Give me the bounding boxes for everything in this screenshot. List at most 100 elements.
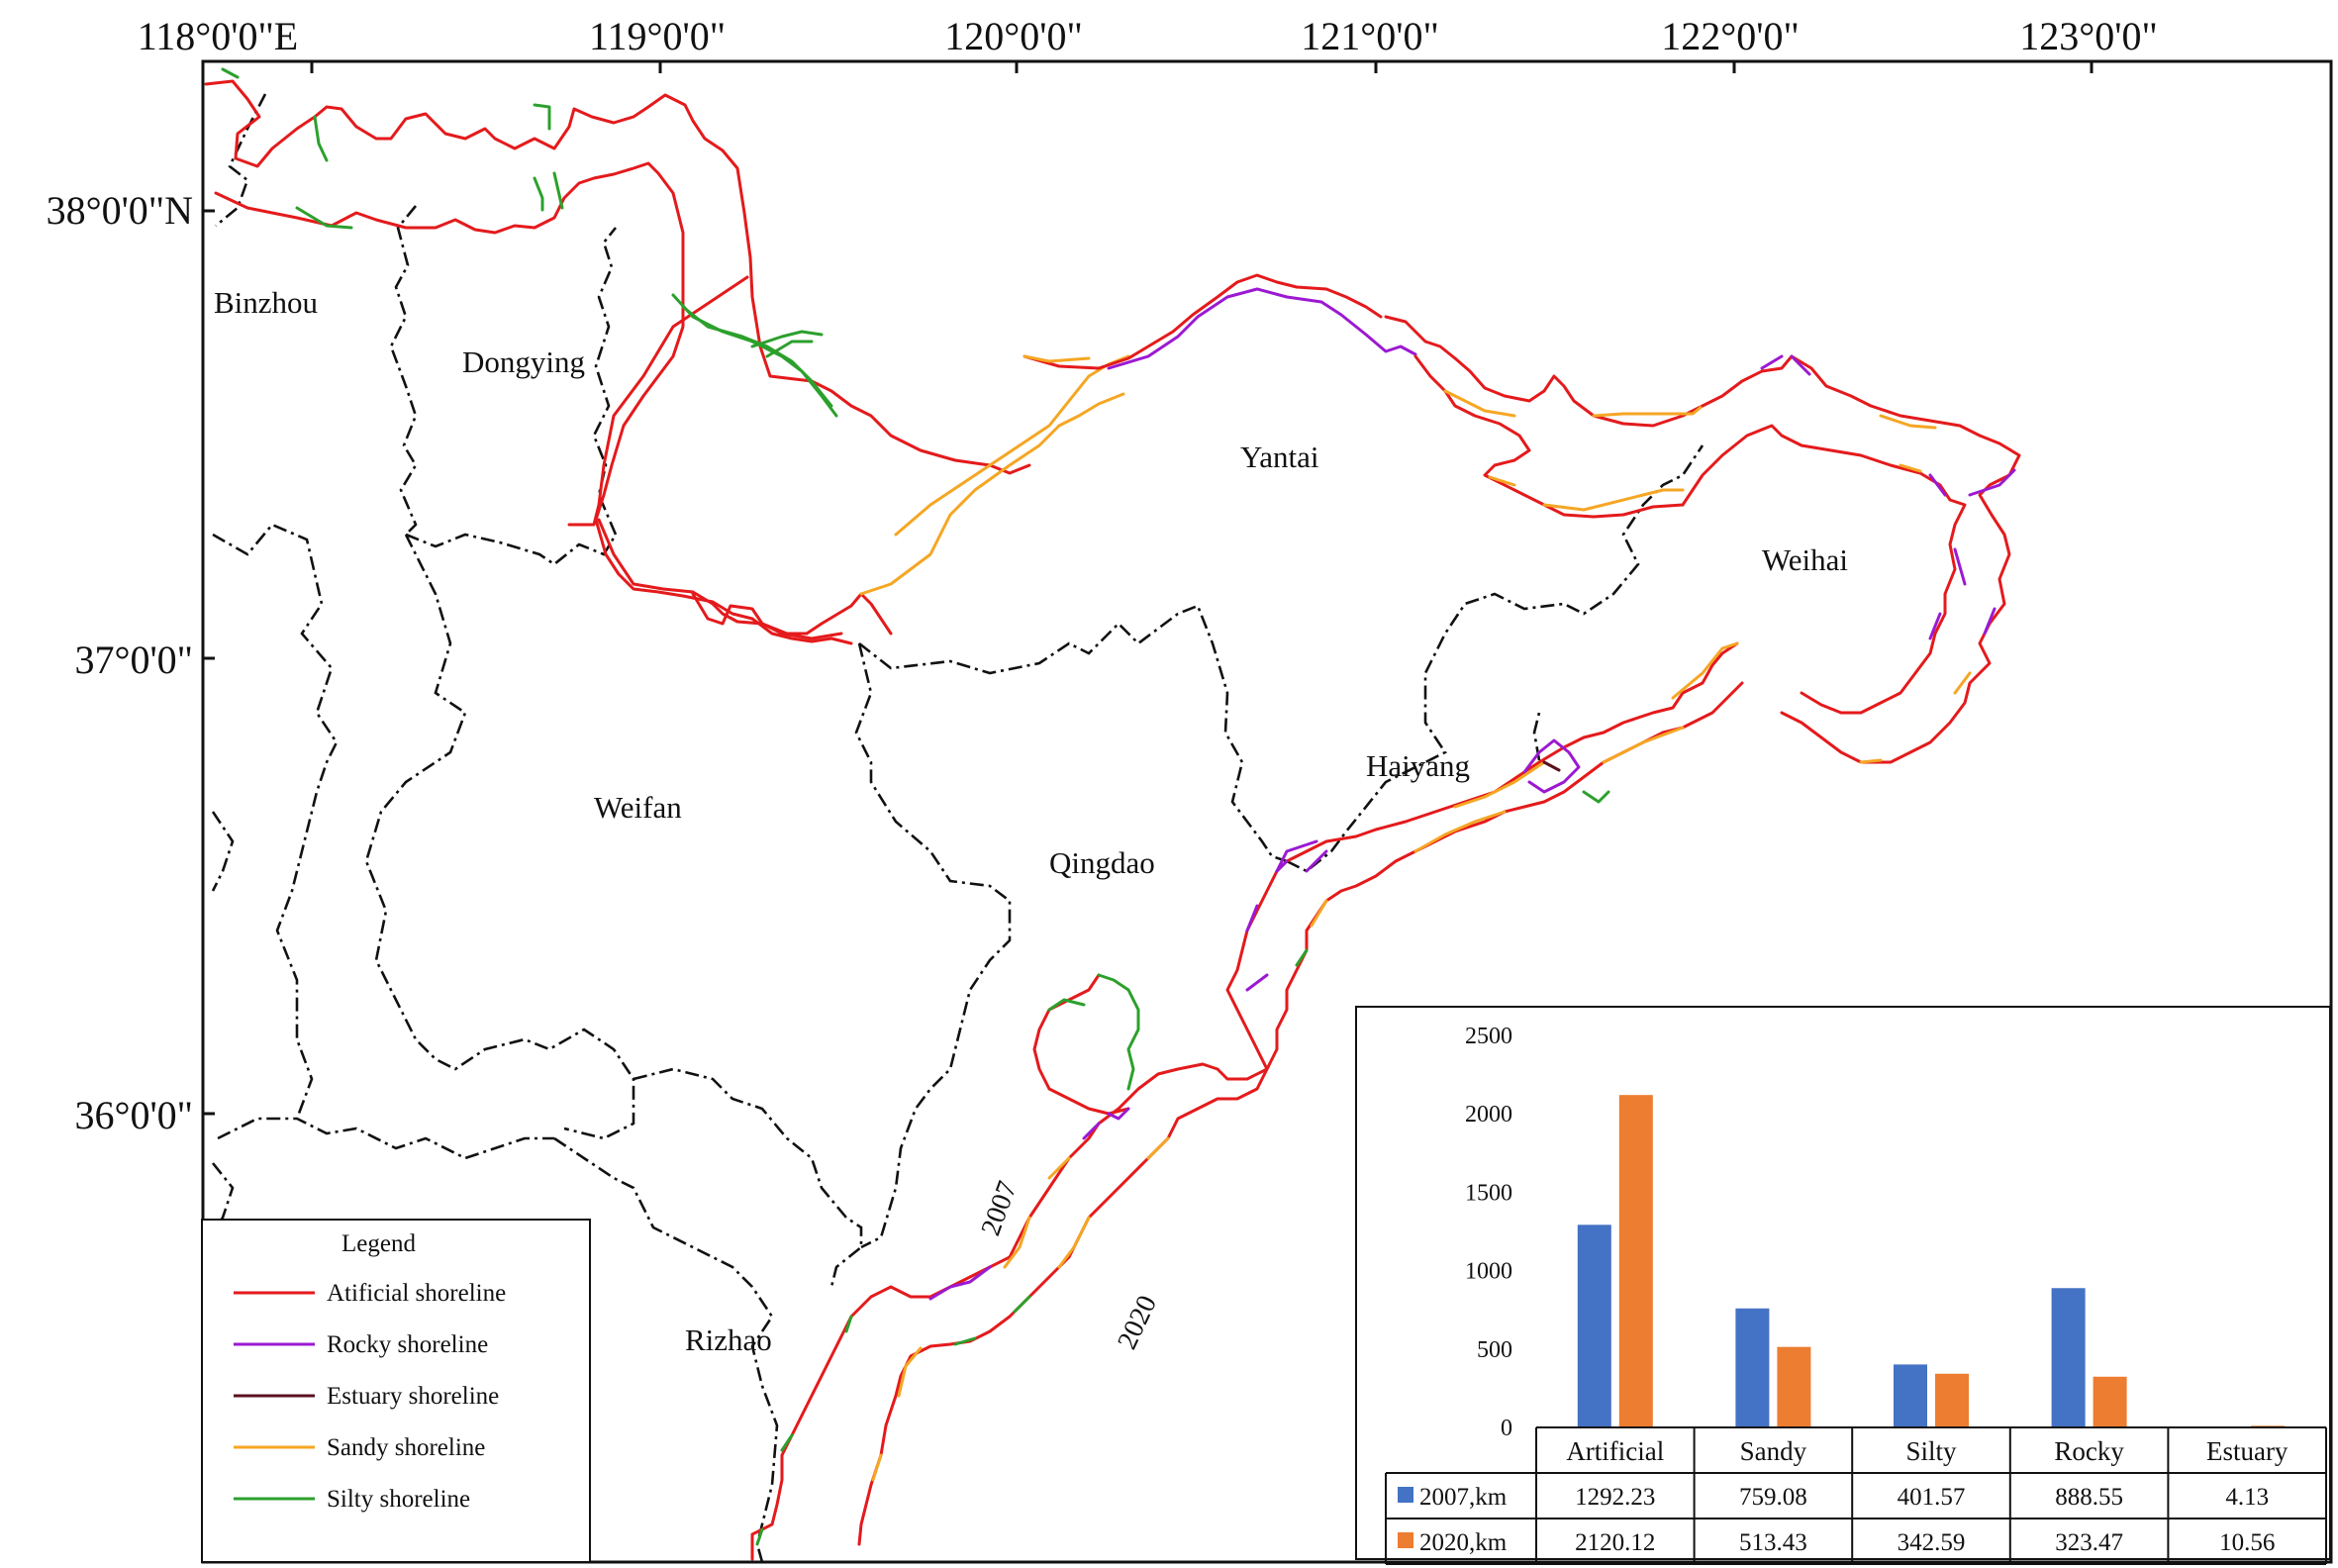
shoreline-2020-south-silty xyxy=(953,948,1309,1346)
boundary-west-edge xyxy=(211,811,235,892)
table-value-1-2: 342.59 xyxy=(1898,1529,1966,1556)
boundary-weifan-qingdao xyxy=(633,1067,863,1288)
lon-label-119: 119°0'0" xyxy=(589,14,726,58)
city-yantai: Yantai xyxy=(1240,440,1319,474)
city-rizhao: Rizhao xyxy=(685,1323,772,1357)
y-tick-label-2: 1000 xyxy=(1465,1259,1512,1285)
shoreline-2007-south-coast xyxy=(849,641,1739,1319)
lon-label-120: 120°0'0" xyxy=(944,14,1083,58)
lat-label-37: 37°0'0" xyxy=(74,637,193,682)
table-series-name-0: 2007,km xyxy=(1419,1484,1508,1511)
bar-2020-rocky xyxy=(2093,1376,2127,1427)
shoreline-qingdao-bay-silty xyxy=(1047,973,1140,1091)
legend-label-1: Rocky shoreline xyxy=(327,1331,488,1358)
city-dongying: Dongying xyxy=(462,344,585,379)
table-value-1-1: 513.43 xyxy=(1739,1529,1807,1556)
shoreline-2007-west xyxy=(214,161,853,645)
bar-2007-sandy xyxy=(1735,1308,1770,1427)
shoreline-yantai-rocky-a xyxy=(1107,287,1417,370)
bar-2007-artificial xyxy=(1577,1225,1611,1427)
graticule-labels: 118°0'0"E 119°0'0" 120°0'0" 121°0'0" 122… xyxy=(47,14,2158,1137)
legend-title: Legend xyxy=(341,1230,416,1257)
shoreline-2020-west-south xyxy=(597,518,843,640)
shoreline-haiyang-silty xyxy=(1582,790,1610,804)
lon-label-118: 118°0'0"E xyxy=(138,14,298,58)
shoreline-haiyang-estuary xyxy=(1542,760,1561,772)
table-legend-key-0 xyxy=(1398,1487,1413,1503)
lat-label-36: 36°0'0" xyxy=(74,1093,193,1137)
category-label-artificial: Artificial xyxy=(1566,1436,1664,1466)
shoreline-weihai-inner xyxy=(1681,424,1967,715)
shoreline-yantai-mix-c xyxy=(1413,354,1685,519)
boundary-binzhou-south xyxy=(212,523,339,1120)
table-value-1-0: 2120.12 xyxy=(1575,1529,1655,1556)
legend-label-4: Silty shoreline xyxy=(327,1486,470,1513)
shoreline-2007-yantai-north xyxy=(859,392,1125,596)
shoreline-2020-southwest xyxy=(691,592,893,636)
admin-boundaries xyxy=(206,93,1705,1563)
table-value-0-3: 888.55 xyxy=(2055,1484,2123,1511)
map-frame xyxy=(201,59,2333,1564)
shoreline-yantai-mix-b xyxy=(1384,315,1705,428)
bar-2007-silty xyxy=(1894,1364,1927,1427)
bar-2020-sandy xyxy=(1777,1346,1811,1427)
lon-label-121: 121°0'0" xyxy=(1301,14,1439,58)
table-legend-key-1 xyxy=(1398,1532,1413,1548)
bar-2007-rocky xyxy=(2051,1288,2086,1427)
legend-label-3: Sandy shoreline xyxy=(327,1434,485,1461)
table-value-0-0: 1292.23 xyxy=(1575,1484,1655,1511)
boundary-weifan-yantai xyxy=(854,642,1012,1249)
table-series-name-1: 2020,km xyxy=(1419,1529,1508,1556)
y-tick-label-0: 0 xyxy=(1501,1416,1512,1441)
legend-items: Atificial shoreline Rocky shoreline Estuar… xyxy=(234,1280,506,1513)
table-value-0-4: 4.13 xyxy=(2225,1484,2269,1511)
y-tick-label-1: 500 xyxy=(1477,1337,1512,1363)
shoreline-yantai-sandy-mid xyxy=(1443,389,1705,512)
silty-yellow-river-mouth-3 xyxy=(750,330,824,348)
bar-chart: 0 500 1000 1500 2000 2500 Artificial Sandy Silty… xyxy=(1385,1024,2327,1565)
category-label-sandy: Sandy xyxy=(1740,1436,1807,1466)
boundary-rizhao xyxy=(553,1136,779,1563)
table-value-0-2: 401.57 xyxy=(1898,1484,1966,1511)
year-label-2007: 2007 xyxy=(975,1177,1023,1239)
legend-label-2: Estuary shoreline xyxy=(327,1383,499,1410)
city-binzhou: Binzhou xyxy=(214,285,318,320)
boundary-southwest xyxy=(217,1117,554,1160)
shorelines xyxy=(204,67,2021,1561)
y-tick-label-5: 2500 xyxy=(1465,1024,1512,1049)
category-label-estuary: Estuary xyxy=(2206,1436,2289,1466)
frame-ticks xyxy=(203,61,2094,1116)
table-value-0-1: 759.08 xyxy=(1739,1484,1807,1511)
table-value-1-3: 323.47 xyxy=(2055,1529,2123,1556)
legend: Legend Atificial shoreline Rocky shorelin… xyxy=(201,1219,591,1563)
shoreline-2020-dongying-coast xyxy=(567,275,749,527)
table-value-1-4: 10.56 xyxy=(2219,1529,2275,1556)
boundary-south-left xyxy=(206,1162,235,1238)
shoreline-2020-yantai-north xyxy=(894,354,1130,537)
bar-2020-silty xyxy=(1935,1373,1969,1427)
city-weifan: Weifan xyxy=(594,790,682,825)
lon-label-123: 123°0'0" xyxy=(2019,14,2158,58)
shoreline-2007-rizhao-silty xyxy=(755,1315,853,1546)
lat-label-38: 38°0'0"N xyxy=(47,188,193,233)
shoreline-weihai-rocky xyxy=(1760,354,2016,640)
lon-label-122: 122°0'0" xyxy=(1661,14,1800,58)
year-label-2020: 2020 xyxy=(1112,1291,1163,1354)
shoreline-2007-south-rocky xyxy=(928,859,1289,1301)
city-weihai: Weihai xyxy=(1762,542,1848,577)
shoreline-yantai-artificial-north xyxy=(1023,273,1383,370)
city-qingdao: Qingdao xyxy=(1049,845,1155,880)
shoreline-haiyang-rocky xyxy=(1522,738,1581,794)
category-label-rocky: Rocky xyxy=(2054,1436,2124,1466)
inset-chart: 0 500 1000 1500 2000 2500 Artificial Sandy Silty… xyxy=(1355,1006,2331,1565)
silty-north-segments xyxy=(221,67,564,230)
boundary-qingdao-north xyxy=(858,604,1288,863)
bar-2020-artificial xyxy=(1618,1095,1653,1427)
shoreline-2007-yantai-coast xyxy=(1023,354,1091,363)
shoreline-qingdao-bay xyxy=(1032,973,1130,1116)
shoreline-weihai-north xyxy=(1701,354,2021,764)
silty-yellow-river-mouth-4 xyxy=(765,340,814,358)
boundary-dongying-weifan xyxy=(405,533,618,566)
boundary-yantai-east xyxy=(1286,444,1705,873)
